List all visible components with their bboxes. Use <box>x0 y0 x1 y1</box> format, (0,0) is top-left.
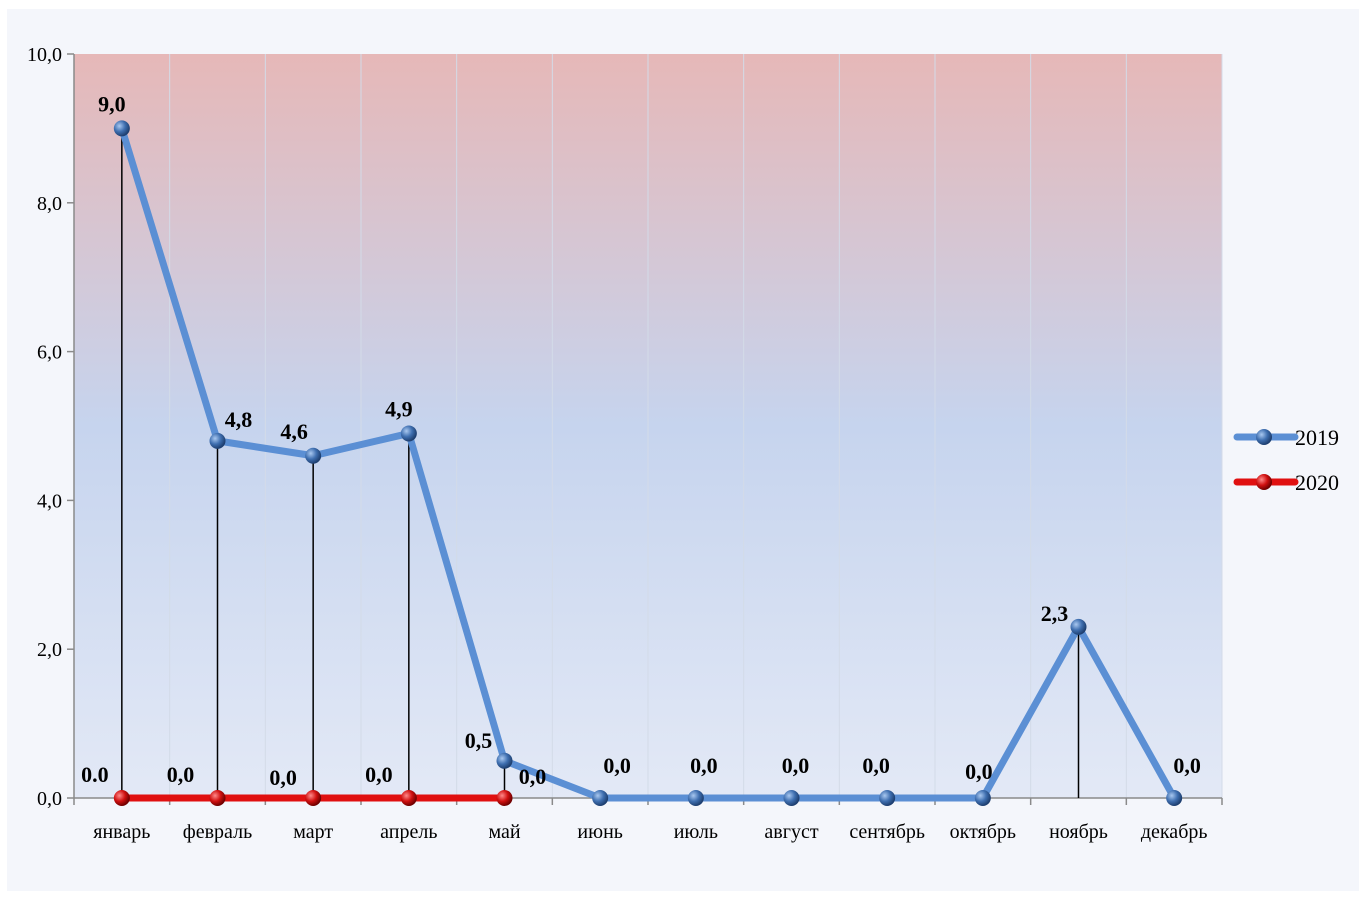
y-tick-label: 4,0 <box>37 490 62 512</box>
data-label-2019: 0,0 <box>1173 753 1201 778</box>
x-tick-label: август <box>764 821 818 843</box>
x-tick-label: июнь <box>577 821 622 843</box>
x-tick-label: февраль <box>183 821 252 843</box>
marker-2019 <box>496 752 513 769</box>
legend-label-2020: 2020 <box>1295 470 1339 495</box>
marker-2019 <box>592 790 609 806</box>
y-tick-label: 2,0 <box>37 639 62 661</box>
x-tick-label: май <box>488 821 520 843</box>
data-label-2019: 4,8 <box>225 407 253 432</box>
legend-label-2019: 2019 <box>1295 425 1339 450</box>
legend-marker-2019 <box>1256 429 1272 445</box>
y-tick-label: 0,0 <box>37 788 62 810</box>
x-tick-label: апрель <box>380 821 437 843</box>
data-label-2020: 0,0 <box>365 762 393 787</box>
marker-2019 <box>879 790 896 806</box>
x-tick-label: январь <box>93 821 150 843</box>
marker-2020 <box>209 790 226 806</box>
data-label-2019: 4,6 <box>280 419 308 444</box>
marker-2019 <box>974 790 991 806</box>
data-label-2019: 0,5 <box>465 728 493 753</box>
x-tick-label: сентябрь <box>849 821 925 843</box>
data-label-2020: 0,0 <box>269 765 297 790</box>
legend-marker-2020 <box>1256 474 1272 490</box>
x-tick-label: октябрь <box>950 821 1016 843</box>
x-tick-label: ноябрь <box>1049 821 1108 843</box>
data-label-2020: 0,0 <box>167 762 195 787</box>
data-label-2020: 0,0 <box>519 764 547 789</box>
data-label-2019: 0,0 <box>782 753 810 778</box>
data-label-2019: 0,0 <box>965 759 993 784</box>
data-label-2019: 0,0 <box>603 753 631 778</box>
marker-2019 <box>687 790 704 806</box>
x-tick-label: март <box>293 821 333 843</box>
data-label-2019: 4,9 <box>385 396 413 421</box>
data-label-2019: 0,0 <box>862 753 890 778</box>
series-line-2019 <box>118 124 1178 802</box>
marker-2019 <box>400 425 417 442</box>
data-label-2020: 0.0 <box>81 762 109 787</box>
y-tick-label: 6,0 <box>37 342 62 364</box>
marker-2019 <box>209 432 226 449</box>
marker-2019 <box>783 790 800 806</box>
marker-2020 <box>496 790 513 806</box>
x-tick-label: июль <box>674 821 718 843</box>
data-label-2019: 0,0 <box>690 753 718 778</box>
marker-2020 <box>113 790 130 806</box>
marker-2020 <box>400 790 417 806</box>
data-label-2019: 9,0 <box>98 91 126 116</box>
marker-2019 <box>113 120 130 137</box>
marker-2019 <box>1166 790 1183 806</box>
marker-2020 <box>305 790 322 806</box>
marker-2019 <box>1070 618 1087 635</box>
y-tick-label: 8,0 <box>37 193 62 215</box>
marker-2019 <box>305 447 322 464</box>
y-tick-label: 10,0 <box>27 44 62 66</box>
data-label-2019: 2,3 <box>1041 601 1069 626</box>
x-tick-label: декабрь <box>1141 821 1208 843</box>
